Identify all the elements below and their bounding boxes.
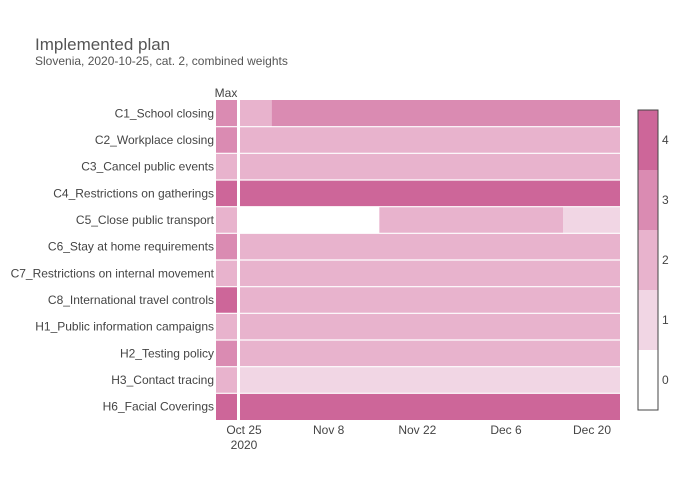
max-cell — [216, 313, 237, 340]
colorbar-band — [638, 350, 658, 410]
max-column — [216, 100, 237, 420]
colorbar-band — [638, 290, 658, 350]
row-label: H1_Public information campaigns — [35, 320, 214, 334]
colorbar-tick-label: 4 — [662, 133, 669, 147]
heatmap-cell — [240, 260, 620, 287]
heatmap-cell — [240, 206, 380, 234]
x-tick-label: Nov 8 — [313, 423, 345, 437]
max-cell — [216, 286, 237, 314]
heatmap-cell — [379, 206, 563, 234]
colorbar-band — [638, 230, 658, 290]
row-label: H3_Contact tracing — [111, 373, 214, 387]
max-cell — [216, 366, 237, 394]
row-label: C5_Close public transport — [76, 213, 215, 227]
heatmap-cell — [240, 180, 620, 207]
heatmap-cell — [240, 286, 620, 314]
max-cell — [216, 100, 237, 127]
max-cell — [216, 180, 237, 207]
colorbar-outline — [637, 109, 659, 411]
colorbar: 0 1 2 3 4 — [637, 109, 669, 411]
row-label: C1_School closing — [115, 106, 214, 120]
heatmap-cells — [240, 100, 620, 420]
row-label: C6_Stay at home requirements — [48, 240, 214, 254]
max-cell — [216, 206, 237, 234]
max-cell — [216, 233, 237, 260]
max-cell — [216, 126, 237, 154]
row-label: C3_Cancel public events — [81, 160, 214, 174]
colorbar-band — [638, 110, 658, 170]
heatmap-cell — [271, 100, 620, 127]
colorbar-tick-label: 1 — [662, 313, 669, 327]
x-tick-label: Dec 20 — [573, 423, 611, 437]
heatmap-cell — [240, 340, 620, 367]
heatmap-cell — [240, 126, 620, 154]
max-column-label: Max — [215, 86, 238, 100]
row-label: H2_Testing policy — [120, 346, 214, 360]
x-tick-label: Oct 25 — [226, 423, 262, 437]
colorbar-band — [638, 170, 658, 230]
max-cell — [216, 153, 237, 180]
max-cell — [216, 260, 237, 287]
x-tick-year-label: 2020 — [231, 438, 258, 452]
colorbar-tick-label: 0 — [662, 373, 669, 387]
max-cell — [216, 340, 237, 367]
heatmap-cell — [240, 100, 272, 127]
heatmap-cell — [240, 393, 620, 420]
row-label: C4_Restrictions on gatherings — [53, 186, 214, 200]
chart-title: Implemented plan — [35, 35, 170, 54]
heatmap-cell — [563, 206, 620, 234]
x-tick-label: Dec 6 — [490, 423, 522, 437]
heatmap-cell — [240, 153, 620, 180]
row-label: C8_International travel controls — [48, 293, 214, 307]
max-cell — [216, 393, 237, 420]
row-labels: C1_School closing C2_Workplace closing C3_… — [11, 106, 215, 413]
colorbar-tick-label: 3 — [662, 193, 669, 207]
colorbar-tick-label: 2 — [662, 253, 669, 267]
heatmap-cell — [240, 366, 620, 394]
heatmap-cell — [240, 313, 620, 340]
row-label: H6_Facial Coverings — [103, 400, 214, 414]
row-label: C2_Workplace closing — [95, 133, 214, 147]
row-label: C7_Restrictions on internal movement — [11, 266, 215, 280]
heatmap-cell — [240, 233, 620, 260]
x-tick-label: Nov 22 — [398, 423, 436, 437]
chart-subtitle: Slovenia, 2020-10-25, cat. 2, combined w… — [35, 54, 288, 68]
